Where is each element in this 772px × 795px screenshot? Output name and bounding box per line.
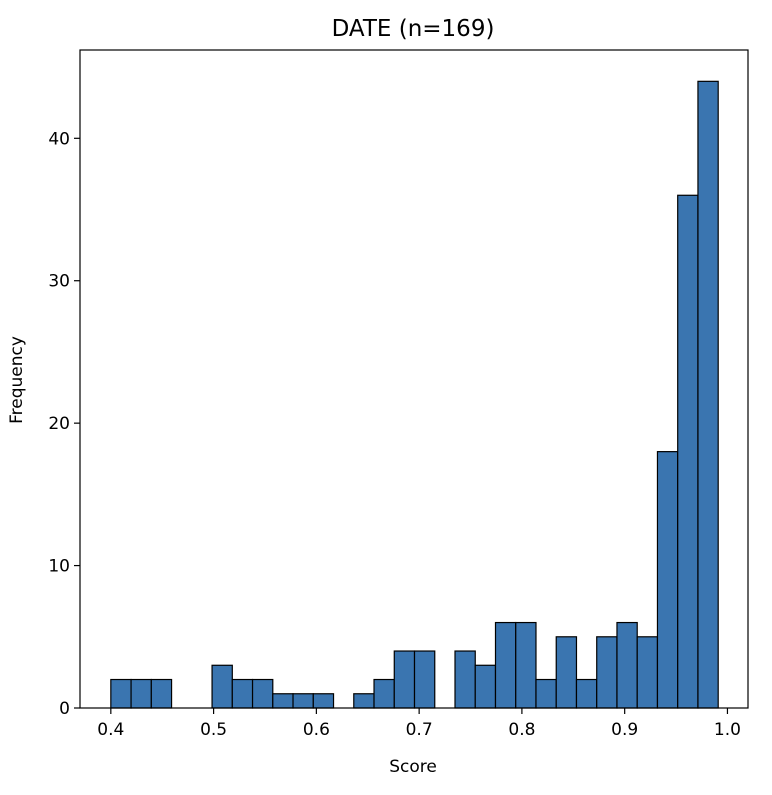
- histogram-bar: [413, 650, 436, 709]
- y-tick-label: 0: [59, 699, 70, 719]
- x-tick-label: 0.4: [97, 720, 124, 740]
- histogram-bar: [474, 664, 497, 709]
- histogram-bar: [211, 664, 233, 709]
- histogram-bar: [292, 693, 314, 709]
- bars-group: [110, 80, 719, 709]
- x-tick-label: 1.0: [714, 720, 741, 740]
- histogram-bar: [454, 650, 476, 709]
- x-tick-label: 0.6: [303, 720, 330, 740]
- x-tick-label: 0.8: [508, 720, 535, 740]
- histogram-bar: [555, 636, 578, 709]
- histogram-bar: [130, 678, 152, 709]
- x-tick-label: 0.5: [200, 720, 227, 740]
- histogram-bar: [231, 678, 254, 709]
- histogram-bar: [110, 678, 132, 709]
- y-tick-label: 30: [48, 272, 70, 292]
- histogram-bar: [515, 621, 537, 709]
- x-tick-label: 0.7: [406, 720, 433, 740]
- histogram-bar: [697, 80, 719, 709]
- y-axis-label: Frequency: [7, 336, 27, 424]
- x-axis-ticks: 0.4 0.5 0.6 0.7 0.8 0.9 1.0: [97, 708, 741, 740]
- histogram-bar: [353, 693, 375, 709]
- plot-frame: [79, 49, 749, 709]
- histogram-bar: [494, 621, 517, 709]
- y-tick-label: 10: [48, 557, 70, 577]
- chart-title: DATE (n=169): [332, 16, 495, 42]
- histogram-bar: [251, 678, 274, 709]
- y-tick-label: 20: [48, 414, 70, 434]
- histogram-bar: [393, 650, 416, 709]
- histogram-bar: [656, 451, 679, 709]
- histogram-bar: [616, 621, 638, 709]
- histogram-bar: [150, 678, 173, 709]
- histogram-bar: [535, 678, 557, 709]
- y-tick-label: 40: [48, 129, 70, 149]
- histogram-bar: [677, 194, 699, 709]
- histogram-bar: [373, 678, 395, 709]
- histogram-bar: [596, 636, 618, 709]
- histogram-bar: [272, 693, 294, 709]
- histogram-bar: [312, 693, 335, 709]
- histogram-bar: [636, 636, 659, 709]
- histogram-bar: [575, 678, 598, 709]
- y-axis-ticks: 0 10 20 30 40: [48, 129, 80, 719]
- x-axis-label: Score: [389, 757, 437, 777]
- x-tick-label: 0.9: [611, 720, 638, 740]
